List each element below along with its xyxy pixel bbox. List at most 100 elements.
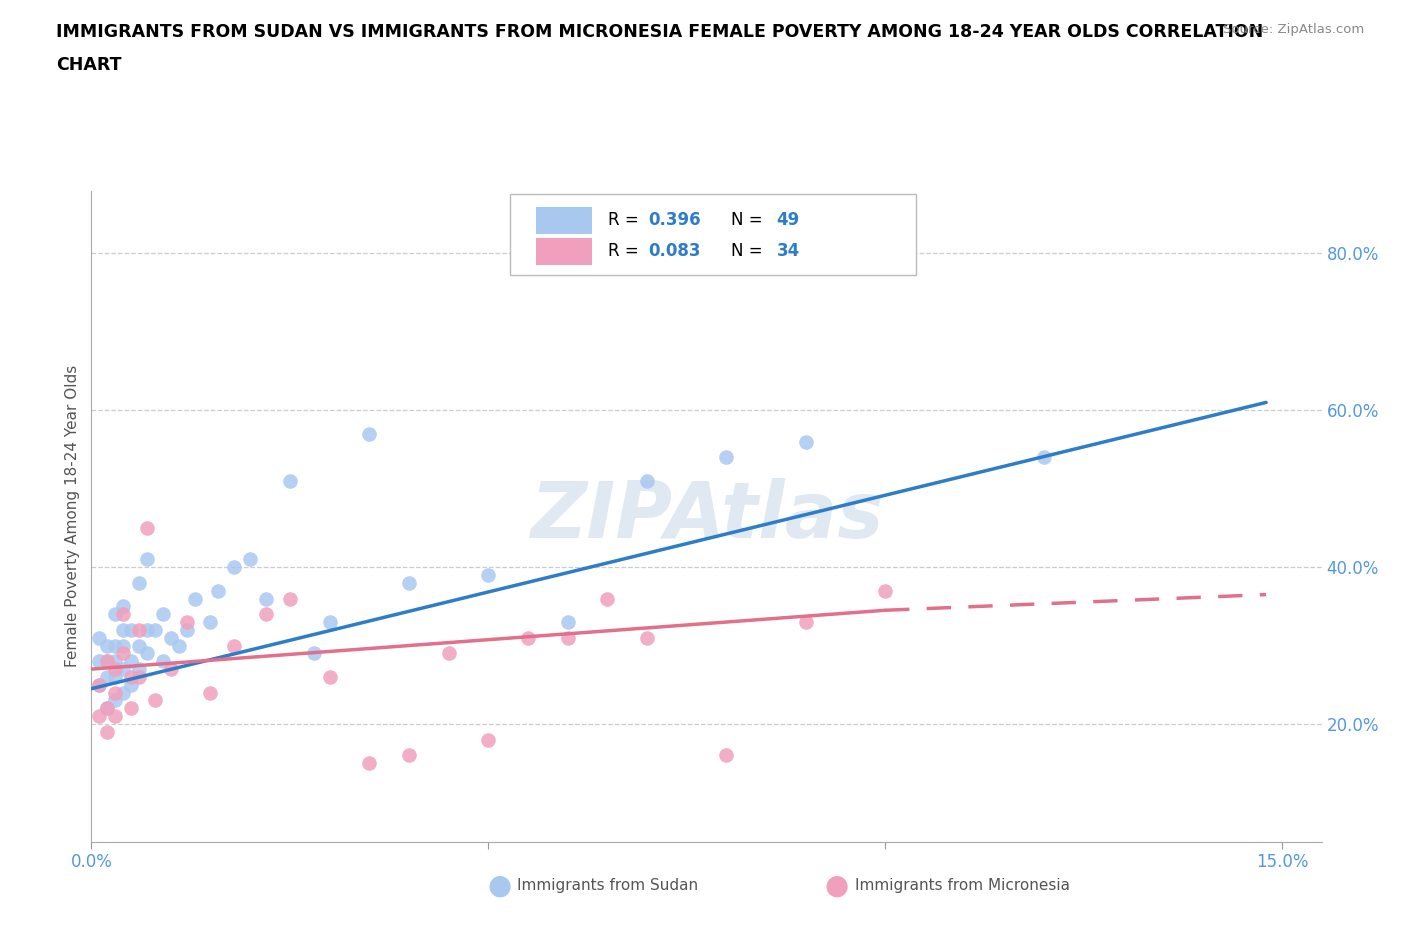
Point	[96, 654, 118, 669]
Text: ●: ●	[486, 871, 512, 899]
Point	[112, 638, 135, 653]
Point	[143, 622, 166, 637]
Point	[224, 638, 246, 653]
Point	[557, 631, 579, 645]
Point	[96, 670, 118, 684]
Point	[96, 701, 118, 716]
Point	[143, 693, 166, 708]
Point	[207, 583, 229, 598]
Point	[128, 576, 150, 591]
Point	[716, 450, 738, 465]
Point	[477, 567, 499, 582]
Point	[96, 654, 118, 669]
Point	[359, 756, 381, 771]
Text: 0.396: 0.396	[648, 210, 702, 229]
Point	[104, 685, 127, 700]
Point	[224, 560, 246, 575]
Point	[159, 631, 181, 645]
Text: IMMIGRANTS FROM SUDAN VS IMMIGRANTS FROM MICRONESIA FEMALE POVERTY AMONG 18-24 Y: IMMIGRANTS FROM SUDAN VS IMMIGRANTS FROM…	[56, 23, 1264, 41]
Point	[176, 622, 198, 637]
Point	[254, 606, 277, 621]
Text: 49: 49	[776, 210, 800, 229]
Text: Immigrants from Sudan: Immigrants from Sudan	[517, 878, 699, 893]
Text: ●: ●	[824, 871, 849, 899]
Point	[636, 473, 658, 488]
Point	[136, 646, 159, 661]
Text: 0.083: 0.083	[648, 242, 702, 260]
Point	[183, 591, 205, 606]
Point	[159, 661, 181, 676]
Point	[128, 661, 150, 676]
Point	[104, 709, 127, 724]
Point	[120, 622, 142, 637]
Text: R =: R =	[607, 242, 644, 260]
Point	[104, 693, 127, 708]
Point	[152, 606, 174, 621]
Point	[302, 646, 325, 661]
Point	[96, 724, 118, 739]
Text: 34: 34	[776, 242, 800, 260]
Text: R =: R =	[607, 210, 644, 229]
Point	[120, 654, 142, 669]
Point	[112, 599, 135, 614]
Y-axis label: Female Poverty Among 18-24 Year Olds: Female Poverty Among 18-24 Year Olds	[65, 365, 80, 668]
Point	[557, 615, 579, 630]
Point	[200, 615, 222, 630]
Point	[112, 685, 135, 700]
Point	[477, 732, 499, 747]
Text: N =: N =	[731, 242, 768, 260]
Point	[254, 591, 277, 606]
Point	[104, 670, 127, 684]
Point	[875, 583, 897, 598]
FancyBboxPatch shape	[536, 238, 592, 265]
Point	[794, 615, 817, 630]
Point	[89, 631, 111, 645]
Text: CHART: CHART	[56, 56, 122, 73]
Point	[398, 576, 420, 591]
Point	[128, 638, 150, 653]
Point	[89, 677, 111, 692]
Point	[359, 426, 381, 441]
Point	[152, 654, 174, 669]
Point	[104, 661, 127, 676]
Point	[516, 631, 538, 645]
FancyBboxPatch shape	[509, 194, 915, 275]
Point	[96, 638, 118, 653]
Text: N =: N =	[731, 210, 768, 229]
Point	[794, 434, 817, 449]
Point	[104, 638, 127, 653]
Point	[596, 591, 619, 606]
Point	[636, 631, 658, 645]
Text: ZIPAtlas: ZIPAtlas	[530, 478, 883, 554]
Point	[716, 748, 738, 763]
Point	[398, 748, 420, 763]
Point	[112, 606, 135, 621]
Point	[318, 670, 340, 684]
Point	[437, 646, 460, 661]
Text: Source: ZipAtlas.com: Source: ZipAtlas.com	[1223, 23, 1364, 36]
Point	[112, 622, 135, 637]
Point	[89, 709, 111, 724]
Point	[1032, 450, 1054, 465]
Point	[120, 701, 142, 716]
Point	[176, 615, 198, 630]
Point	[89, 677, 111, 692]
Point	[128, 622, 150, 637]
Point	[104, 654, 127, 669]
Point	[112, 661, 135, 676]
Point	[112, 646, 135, 661]
Text: Immigrants from Micronesia: Immigrants from Micronesia	[855, 878, 1070, 893]
Point	[167, 638, 190, 653]
Point	[278, 591, 301, 606]
Point	[120, 677, 142, 692]
Point	[278, 473, 301, 488]
Point	[89, 654, 111, 669]
Point	[136, 551, 159, 566]
Point	[200, 685, 222, 700]
Point	[136, 521, 159, 536]
Point	[136, 622, 159, 637]
Point	[120, 670, 142, 684]
Point	[104, 606, 127, 621]
Point	[239, 551, 262, 566]
FancyBboxPatch shape	[536, 206, 592, 234]
